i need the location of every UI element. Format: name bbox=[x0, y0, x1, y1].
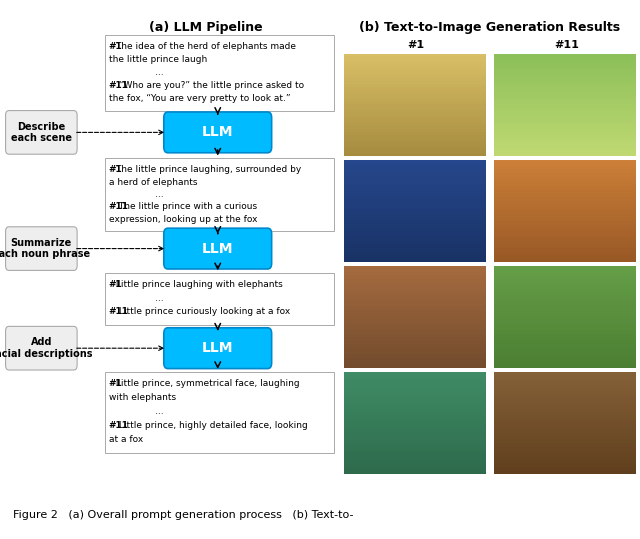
Text: Little prince curiously looking at a fox: Little prince curiously looking at a fox bbox=[116, 307, 290, 316]
Text: #11: #11 bbox=[109, 203, 129, 211]
FancyBboxPatch shape bbox=[164, 228, 271, 269]
Text: ...: ... bbox=[109, 407, 163, 416]
Text: Little prince, symmetrical face, laughing: Little prince, symmetrical face, laughin… bbox=[113, 378, 300, 388]
Text: LLM: LLM bbox=[202, 126, 234, 140]
Text: Little prince laughing with elephants: Little prince laughing with elephants bbox=[113, 280, 283, 289]
Text: (b) Text-to-Image Generation Results: (b) Text-to-Image Generation Results bbox=[359, 21, 620, 34]
Text: the fox, “You are very pretty to look at.”: the fox, “You are very pretty to look at… bbox=[109, 94, 290, 103]
Text: LLM: LLM bbox=[202, 241, 234, 255]
FancyBboxPatch shape bbox=[104, 372, 334, 453]
Text: #1: #1 bbox=[109, 280, 122, 289]
Text: #11: #11 bbox=[109, 81, 129, 90]
FancyBboxPatch shape bbox=[104, 158, 334, 231]
Text: #1: #1 bbox=[407, 40, 424, 50]
Text: ...: ... bbox=[109, 294, 163, 302]
Text: Describe
each scene: Describe each scene bbox=[11, 122, 72, 143]
Text: Add
facial descriptions: Add facial descriptions bbox=[0, 337, 92, 359]
FancyBboxPatch shape bbox=[164, 112, 271, 153]
Text: (a) LLM Pipeline: (a) LLM Pipeline bbox=[149, 21, 263, 34]
Text: with elephants: with elephants bbox=[109, 392, 176, 402]
Text: a herd of elephants: a herd of elephants bbox=[109, 177, 197, 186]
Text: LLM: LLM bbox=[202, 341, 234, 355]
Text: “Who are you?” the little prince asked to: “Who are you?” the little prince asked t… bbox=[116, 81, 304, 90]
Text: #11: #11 bbox=[109, 307, 129, 316]
FancyBboxPatch shape bbox=[6, 327, 77, 370]
Text: ...: ... bbox=[109, 68, 163, 77]
Text: #1: #1 bbox=[109, 42, 122, 51]
Text: #11: #11 bbox=[554, 40, 579, 50]
Text: #1: #1 bbox=[109, 165, 122, 174]
Text: at a fox: at a fox bbox=[109, 435, 143, 444]
Text: the little prince laugh: the little prince laugh bbox=[109, 55, 207, 64]
Text: Little prince, highly detailed face, looking: Little prince, highly detailed face, loo… bbox=[116, 421, 307, 430]
Text: #11: #11 bbox=[109, 421, 129, 430]
FancyBboxPatch shape bbox=[164, 328, 271, 369]
Text: The idea of the herd of elephants made: The idea of the herd of elephants made bbox=[113, 42, 296, 51]
Text: expression, looking up at the fox: expression, looking up at the fox bbox=[109, 215, 257, 224]
FancyBboxPatch shape bbox=[104, 273, 334, 326]
Text: ...: ... bbox=[109, 190, 163, 199]
Text: The little prince laughing, surrounded by: The little prince laughing, surrounded b… bbox=[113, 165, 301, 174]
FancyBboxPatch shape bbox=[6, 110, 77, 154]
Text: #1: #1 bbox=[109, 378, 122, 388]
Text: Figure 2   (a) Overall prompt generation process   (b) Text-to-: Figure 2 (a) Overall prompt generation p… bbox=[13, 510, 353, 520]
Text: The little prince with a curious: The little prince with a curious bbox=[116, 203, 257, 211]
FancyBboxPatch shape bbox=[6, 227, 77, 271]
FancyBboxPatch shape bbox=[104, 35, 334, 111]
Text: Summarize
each noun phrase: Summarize each noun phrase bbox=[0, 238, 90, 259]
